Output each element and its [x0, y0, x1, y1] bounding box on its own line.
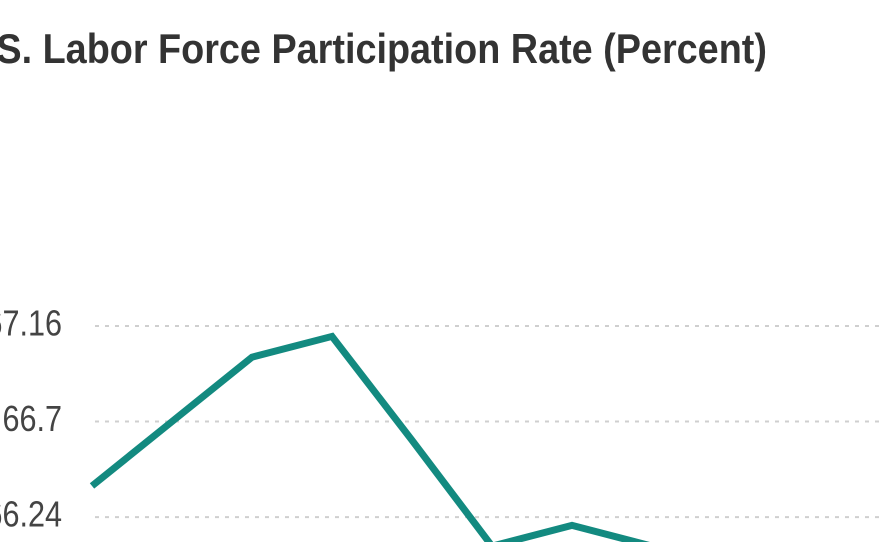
- y-tick-label: 66.7: [2, 400, 62, 440]
- data-line: [89, 332, 650, 542]
- y-tick-label: 66.24: [0, 495, 62, 535]
- chart-title: S. Labor Force Participation Rate (Perce…: [0, 26, 767, 72]
- y-tick-label: 67.16: [0, 304, 62, 344]
